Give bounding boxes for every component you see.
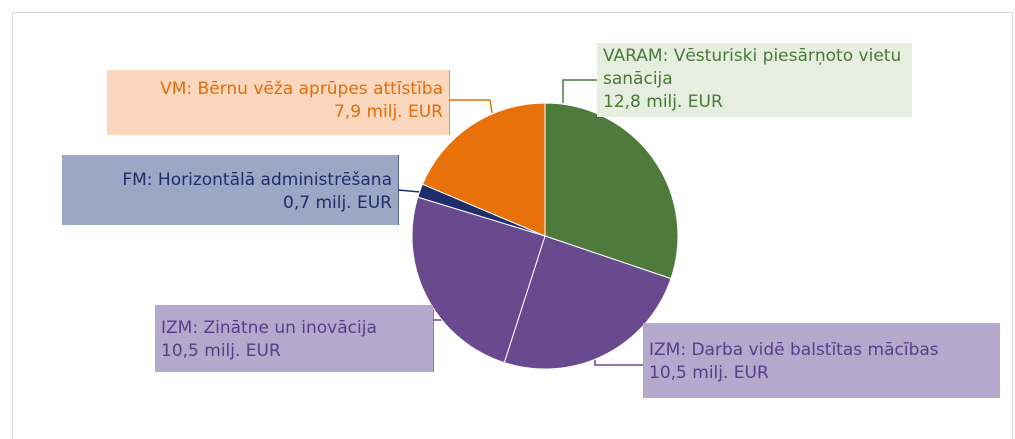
wedge xyxy=(421,102,546,237)
category-label: VM: Bērnu vēža aprūpes attīstība xyxy=(160,79,443,99)
value-label: 10,5 milj. EUR xyxy=(161,341,281,361)
wedge xyxy=(544,102,679,280)
leader xyxy=(397,155,421,225)
wedges xyxy=(411,102,679,370)
wedge xyxy=(411,196,546,364)
value-label: 0,7 milj. EUR xyxy=(283,193,392,213)
category-label: IZM: Zinātne un inovācija xyxy=(161,318,377,338)
value-label: 12,8 milj. EUR xyxy=(603,92,723,112)
label-box: VARAM: Vēsturiski piesārņoto vietu sanāc… xyxy=(597,43,912,117)
frame xyxy=(12,12,1013,439)
value-label: 7,9 milj. EUR xyxy=(334,102,443,122)
value-label: 10,5 milj. EUR xyxy=(649,363,769,383)
leader xyxy=(562,79,597,103)
label-box: IZM: Darba vidē balstītas mācības 10,5 mi… xyxy=(643,323,1000,398)
category-label: IZM: Darba vidē balstītas mācības xyxy=(649,340,939,360)
category-label: VARAM: Vēsturiski piesārņoto vietu sanāc… xyxy=(603,46,902,89)
label-box: FM: Horizontālā administrēšana 0,7 milj. … xyxy=(62,155,398,225)
wedge xyxy=(503,235,672,370)
leader xyxy=(448,70,493,135)
label-box: VM: Bērnu vēža aprūpes attīstība 7,9 milj… xyxy=(107,70,449,135)
label-box: IZM: Zinātne un inovācija 10,5 milj. EUR xyxy=(155,305,433,372)
category-label: FM: Horizontālā administrēšana xyxy=(122,170,392,190)
